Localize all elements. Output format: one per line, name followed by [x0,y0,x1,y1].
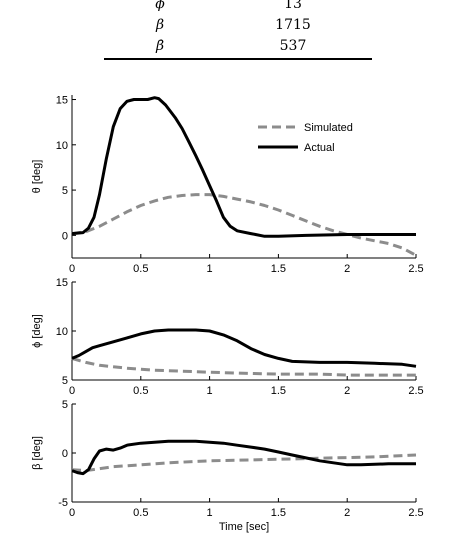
chart-3-y-tick-label: 5 [62,399,68,411]
chart-1-legend-label-simulated: Simulated [304,122,353,134]
chart-2-y-tick-label: 5 [62,375,68,387]
chart-2-y-tick-label: 15 [56,277,68,289]
chart-3-x-tick-label: 1.5 [271,507,286,519]
chart-1-y-tick-label: 5 [62,185,68,197]
chart-3-y-tick-label: 0 [62,448,68,460]
chart-2-y-tick-label: 10 [56,326,68,338]
row-value: 1715 [275,17,311,33]
chart-3-x-tick-label: 0.5 [133,507,148,519]
chart-1-legend-label-actual: Actual [304,142,335,154]
chart-1-y-tick-label: 0 [62,230,68,242]
row-value: 13 [284,0,302,12]
chart-1-series-simulated [71,193,417,257]
chart-1-y-tick-label: 15 [56,95,68,107]
chart-1-x-tick-label: 2 [344,263,350,275]
chart-3-y-tick-label: -5 [58,497,68,509]
chart-3-y-axis-label: β [deg] [31,436,43,470]
parameter-table: ϕ 13 β 1715 β̇ 537 [0,0,474,64]
chart-2-x-tick-label: 0.5 [133,385,148,397]
chart-3-x-tick-label: 2.5 [408,507,423,519]
table-row: β̇ 537 [0,37,474,55]
chart-1-x-tick-label: 1.5 [271,263,286,275]
row-symbol: ϕ [155,0,165,12]
chart-3-series-simulated [71,453,417,473]
chart-1-series-actual [71,96,416,238]
row-symbol: β [155,17,165,33]
chart-1-y-axis-label: θ [deg] [31,160,43,194]
table-row: β 1715 [0,16,474,34]
chart-3-x-tick-label: 1 [207,507,213,519]
chart-3-series-actual [71,439,416,476]
chart-1-x-tick-label: 1 [207,263,213,275]
chart-2-x-tick-label: 2 [344,385,350,397]
chart-2-x-tick-label: 1 [207,385,213,397]
chart-2-x-tick-label: 0 [69,385,75,397]
chart-1-x-tick-label: 0 [69,263,75,275]
chart-1-y-tick-label: 10 [56,140,68,152]
chart-3-x-axis-label: Time [sec] [219,521,269,533]
chart-2-y-axis-label: ϕ [deg] [31,314,43,348]
row-symbol: β̇ [155,38,165,54]
table-bottom-rule [104,58,372,60]
chart-2-series-simulated [71,356,416,377]
chart-3-x-tick-label: 2 [344,507,350,519]
row-value: 537 [279,38,307,54]
chart-2-x-tick-label: 1.5 [271,385,286,397]
chart-1-x-tick-label: 2.5 [408,263,423,275]
chart-1-x-tick-label: 0.5 [133,263,148,275]
chart-2-series-actual [71,328,417,368]
table-row: ϕ 13 [0,0,474,13]
chart-3-x-tick-label: 0 [69,507,75,519]
chart-2-x-tick-label: 2.5 [408,385,423,397]
